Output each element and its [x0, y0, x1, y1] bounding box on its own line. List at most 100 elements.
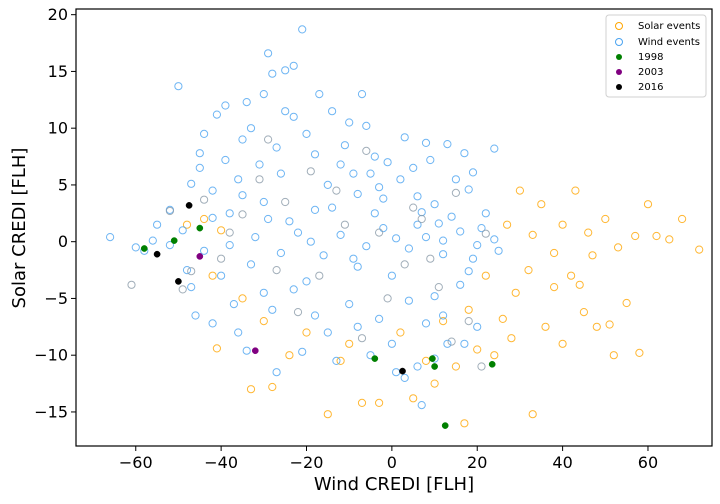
wind-event-point	[221, 101, 230, 110]
wind-event-point	[259, 197, 268, 207]
y-tick-label: 10	[48, 119, 68, 138]
wind-event-point	[131, 243, 140, 252]
overlap-event-point	[477, 362, 486, 371]
wind-event-point	[200, 246, 209, 255]
wind-event-point	[400, 133, 409, 142]
overlap-event-point	[315, 271, 324, 280]
wind-event-point	[281, 66, 290, 75]
wind-event-point	[272, 368, 281, 377]
wind-event-point	[259, 90, 268, 99]
wind-event-point	[464, 267, 473, 276]
solar-event-point	[498, 314, 507, 323]
wind-event-point	[443, 140, 452, 149]
wind-event-point	[217, 271, 226, 280]
plot-frame	[75, 8, 713, 447]
wind-event-point	[421, 138, 431, 147]
wind-event-point	[357, 90, 367, 99]
overlap-event-point	[340, 220, 349, 229]
y-tick-label: 5	[58, 175, 68, 194]
year-1998-point	[429, 355, 436, 362]
solar-event-point	[511, 288, 520, 297]
wind-event-point	[208, 213, 217, 222]
solar-event-point	[375, 398, 384, 407]
solar-event-point	[567, 271, 576, 280]
overlap-event-point	[200, 195, 209, 204]
wind-event-point	[349, 169, 358, 178]
wind-event-point	[404, 244, 413, 253]
wind-event-point	[392, 368, 401, 377]
wind-event-point	[195, 163, 204, 172]
wind-event-point	[246, 124, 256, 133]
overlap-event-point	[447, 337, 456, 346]
overlap-event-point	[255, 175, 264, 184]
year-2003-point	[251, 347, 259, 355]
wind-event-point	[302, 277, 311, 286]
wind-event-point	[238, 135, 247, 144]
year-1998-point	[488, 360, 496, 368]
legend-box	[605, 14, 707, 98]
solar-event-point	[592, 322, 601, 331]
y-tick-label: 15	[48, 62, 68, 81]
wind-event-point	[310, 150, 320, 159]
legend-marker-1998	[616, 54, 622, 60]
wind-event-point	[264, 49, 273, 58]
wind-event-point	[289, 112, 298, 121]
legend: Solar events Wind events 1998 2003 2016	[605, 14, 707, 98]
wind-event-point	[251, 233, 260, 242]
wind-event-point	[375, 314, 384, 323]
wind-event-point	[328, 107, 337, 116]
wind-event-point	[426, 155, 435, 165]
solar-event-point	[460, 419, 469, 428]
solar-event-point	[323, 410, 332, 419]
solar-event-point	[246, 385, 256, 394]
wind-event-point	[306, 237, 315, 246]
overlap-event-point	[306, 167, 315, 176]
wind-event-point	[323, 328, 332, 337]
y-axis-label: Solar CREDI [FLH]	[9, 148, 30, 309]
solar-event-point	[464, 305, 473, 314]
wind-event-point	[443, 339, 452, 348]
wind-event-point	[281, 107, 290, 116]
solar-event-point	[490, 351, 499, 360]
year-2016-point	[185, 202, 193, 209]
wind-event-point	[234, 328, 243, 337]
wind-event-point	[392, 234, 401, 243]
wind-event-point	[268, 69, 277, 78]
wind-event-point	[456, 227, 465, 236]
y-tick-label: −5	[44, 289, 68, 308]
overlap-event-point	[225, 228, 234, 237]
wind-event-point	[259, 288, 268, 297]
wind-event-point	[413, 220, 422, 229]
wind-event-point	[370, 209, 379, 218]
wind-event-point	[208, 319, 217, 328]
wind-event-point	[242, 98, 251, 107]
wind-event-point	[242, 346, 251, 355]
wind-event-point	[319, 251, 328, 260]
legend-label-2016: 2016	[638, 82, 663, 93]
wind-event-point	[494, 246, 503, 255]
wind-event-point	[174, 82, 183, 91]
legend-marker-2016	[616, 84, 622, 90]
x-axis-label: Wind CREDI [FLH]	[314, 474, 474, 495]
overlap-event-point	[332, 186, 341, 195]
y-tick-label: −15	[34, 402, 68, 421]
overlap-event-point	[357, 334, 367, 343]
wind-event-point	[255, 160, 264, 169]
overlap-event-point	[400, 260, 409, 269]
solar-event-point	[212, 344, 221, 353]
solar-event-point	[643, 200, 653, 209]
x-tick-label: 60	[638, 453, 658, 472]
wind-event-point	[336, 160, 345, 169]
solar-event-point	[439, 317, 448, 326]
overlap-event-point	[272, 266, 281, 275]
solar-event-point	[550, 248, 559, 258]
x-tick-label: −40	[204, 453, 238, 472]
solar-event-point	[507, 334, 516, 343]
plot-points	[106, 25, 704, 429]
wind-event-point	[383, 158, 392, 167]
solar-event-point	[200, 214, 209, 224]
wind-event-point	[379, 194, 388, 203]
wind-event-point	[404, 296, 413, 305]
wind-event-point	[298, 25, 307, 34]
